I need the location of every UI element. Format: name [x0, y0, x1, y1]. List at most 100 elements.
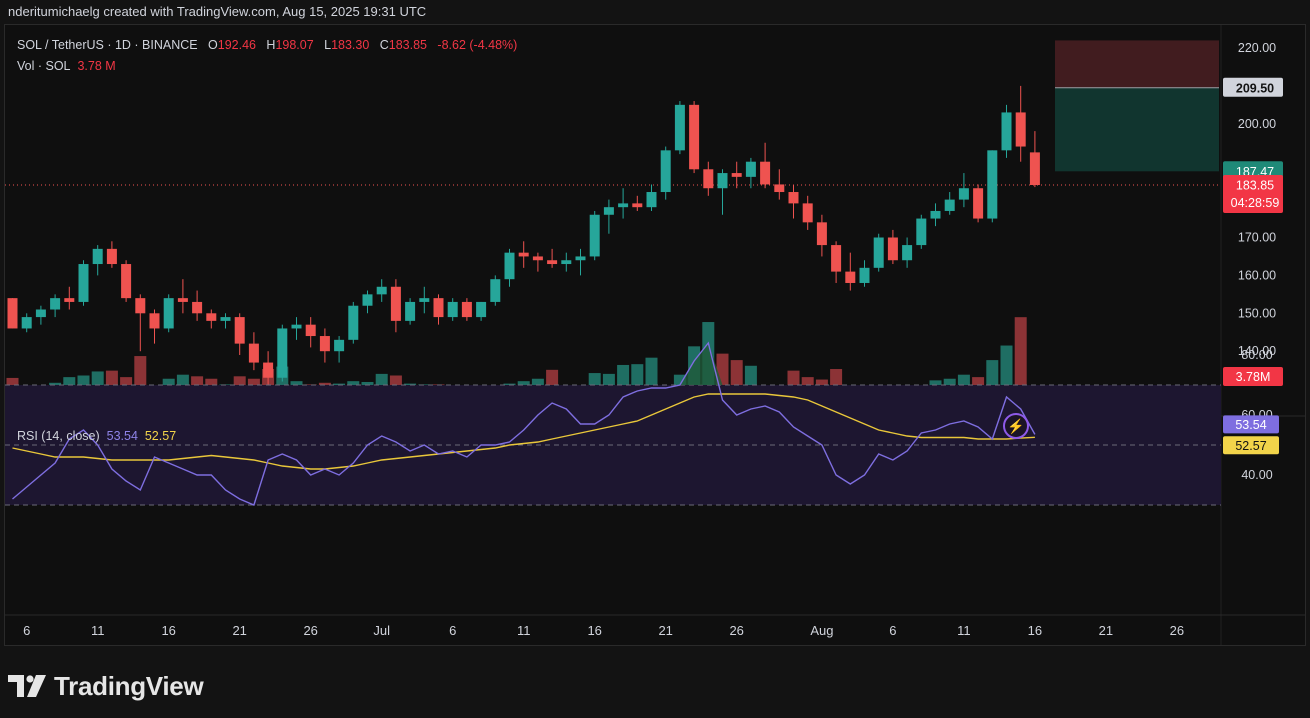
- candle-body: [50, 298, 61, 310]
- candle-body: [277, 328, 288, 378]
- candle-body: [689, 104, 700, 170]
- time-tick-label: 6: [23, 623, 30, 638]
- price-tick-label: 170.00: [1238, 231, 1276, 245]
- candle-body: [433, 298, 444, 318]
- price-tick-label: 160.00: [1238, 268, 1276, 282]
- chart-caption-bar: nderitumichaelg created with TradingView…: [0, 0, 1310, 24]
- candle-body: [532, 256, 543, 261]
- price-label-text: 183.85: [1236, 179, 1274, 193]
- tradingview-logo-text: TradingView: [54, 670, 204, 701]
- candle-body: [376, 286, 387, 295]
- candle-body: [121, 264, 132, 299]
- volume-label-badge: [1223, 367, 1283, 386]
- candle-body: [362, 294, 373, 306]
- candle-body: [973, 188, 984, 219]
- candle-body: [859, 267, 870, 283]
- candle-body: [319, 336, 330, 352]
- close-label: C: [379, 38, 389, 52]
- candle-body: [220, 317, 231, 321]
- candle-body: [1001, 112, 1012, 151]
- candle-body: [717, 173, 728, 189]
- low-label: L: [324, 38, 332, 52]
- rsi-tick-label: 80.00: [1241, 348, 1272, 362]
- candle-body: [703, 169, 714, 189]
- candle-body: [305, 324, 316, 337]
- rsi-ma-value: 52.57: [144, 429, 177, 443]
- candle-body: [248, 343, 259, 363]
- rsi-legend: RSI (14, close) 53.54 52.57: [17, 429, 176, 443]
- candle-body: [518, 252, 529, 257]
- candle-body: [674, 104, 685, 151]
- price-label-badge: [1223, 77, 1283, 97]
- candle-body: [930, 210, 941, 219]
- candle-body: [873, 237, 884, 268]
- volume-bar: [1014, 317, 1027, 416]
- chart-frame: 120.00140.00150.00160.00170.00200.00220.…: [4, 24, 1306, 646]
- time-tick-label: 6: [449, 623, 456, 638]
- rsi-label[interactable]: RSI (14, close): [17, 429, 100, 443]
- time-tick-label: 11: [517, 623, 531, 638]
- candle-body: [461, 301, 472, 318]
- candle-body: [731, 173, 742, 177]
- rsi-value-badge: [1223, 436, 1279, 455]
- candle-body: [845, 271, 856, 283]
- candle-body: [192, 301, 203, 314]
- candle-body: [632, 203, 643, 208]
- flash-icon[interactable]: ⚡: [1003, 413, 1029, 439]
- rsi-value-badge: [1223, 415, 1279, 434]
- time-tick-label: 26: [729, 623, 743, 638]
- candle-body: [149, 313, 160, 329]
- price-tick-label: 200.00: [1238, 117, 1276, 131]
- candle-body: [35, 309, 46, 318]
- rsi-ma-line: [12, 393, 1035, 470]
- candle-body: [490, 279, 501, 302]
- chart-canvas[interactable]: 120.00140.00150.00160.00170.00200.00220.…: [5, 25, 1305, 645]
- candle-body: [887, 237, 898, 261]
- candle-body: [760, 161, 771, 185]
- candle-body: [476, 301, 487, 318]
- candle-body: [944, 199, 955, 211]
- candle-body: [575, 256, 586, 261]
- candle-body: [92, 248, 103, 265]
- candle-body: [78, 264, 89, 302]
- candle-body: [447, 301, 458, 318]
- candle-body: [987, 150, 998, 219]
- candle-body: [603, 207, 614, 215]
- candle-body: [177, 298, 188, 302]
- price-label-badge: [1223, 175, 1283, 214]
- candle-body: [547, 260, 558, 265]
- candle-body: [958, 188, 969, 200]
- volume-legend: Vol · SOL 3.78 M: [17, 59, 116, 73]
- candle-body: [745, 161, 756, 177]
- candle-body: [646, 192, 657, 208]
- position-stop-zone: [1055, 40, 1219, 88]
- volume-value: 3.78 M: [77, 59, 116, 73]
- price-legend: SOL / TetherUS · 1D · BINANCE O192.46 H1…: [17, 38, 517, 52]
- candle-body: [206, 313, 217, 321]
- low-value: 183.30: [331, 38, 370, 52]
- candle-body: [1015, 112, 1026, 147]
- position-target-zone: [1055, 87, 1219, 172]
- time-tick-label: Jul: [373, 623, 390, 638]
- candle-body: [348, 305, 359, 340]
- candle-body: [831, 245, 842, 272]
- candle-body: [263, 362, 274, 378]
- candle-body: [816, 222, 827, 246]
- time-tick-label: 11: [957, 623, 971, 638]
- open-value: 192.46: [217, 38, 256, 52]
- candle-body: [163, 298, 174, 329]
- tradingview-logo: TradingView: [8, 670, 204, 702]
- volume-label[interactable]: Vol · SOL: [17, 59, 71, 73]
- rsi-value-text: 52.57: [1235, 439, 1266, 453]
- rsi-overbought-fill: [679, 343, 723, 385]
- close-value: 183.85: [388, 38, 427, 52]
- price-label-text: 209.50: [1236, 81, 1274, 95]
- symbol-label[interactable]: SOL / TetherUS · 1D · BINANCE: [17, 38, 198, 52]
- time-tick-label: 16: [587, 623, 601, 638]
- volume-label-text: 3.78M: [1236, 370, 1271, 384]
- chart-caption: nderitumichaelg created with TradingView…: [8, 4, 427, 19]
- time-tick-label: 26: [303, 623, 317, 638]
- candle-body: [234, 317, 245, 344]
- countdown-label: 04:28:59: [1231, 196, 1280, 210]
- price-tick-label: 220.00: [1238, 41, 1276, 55]
